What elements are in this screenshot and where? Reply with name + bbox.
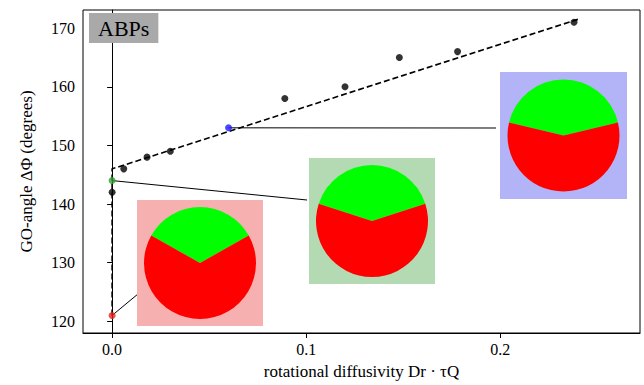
svg-text:0.1: 0.1 (296, 341, 316, 358)
svg-text:170: 170 (51, 20, 75, 37)
svg-text:140: 140 (51, 196, 75, 213)
svg-text:GO-angle ΔΦ (degrees): GO-angle ΔΦ (degrees) (17, 90, 36, 252)
svg-text:0.0: 0.0 (102, 341, 122, 358)
svg-text:ABPs: ABPs (98, 16, 149, 41)
svg-text:150: 150 (51, 137, 75, 154)
svg-text:rotational diffusivity Dr · τQ: rotational diffusivity Dr · τQ (264, 362, 459, 381)
svg-text:0.2: 0.2 (490, 341, 510, 358)
svg-text:160: 160 (51, 78, 75, 95)
svg-text:130: 130 (51, 254, 75, 271)
svg-text:120: 120 (51, 313, 75, 330)
